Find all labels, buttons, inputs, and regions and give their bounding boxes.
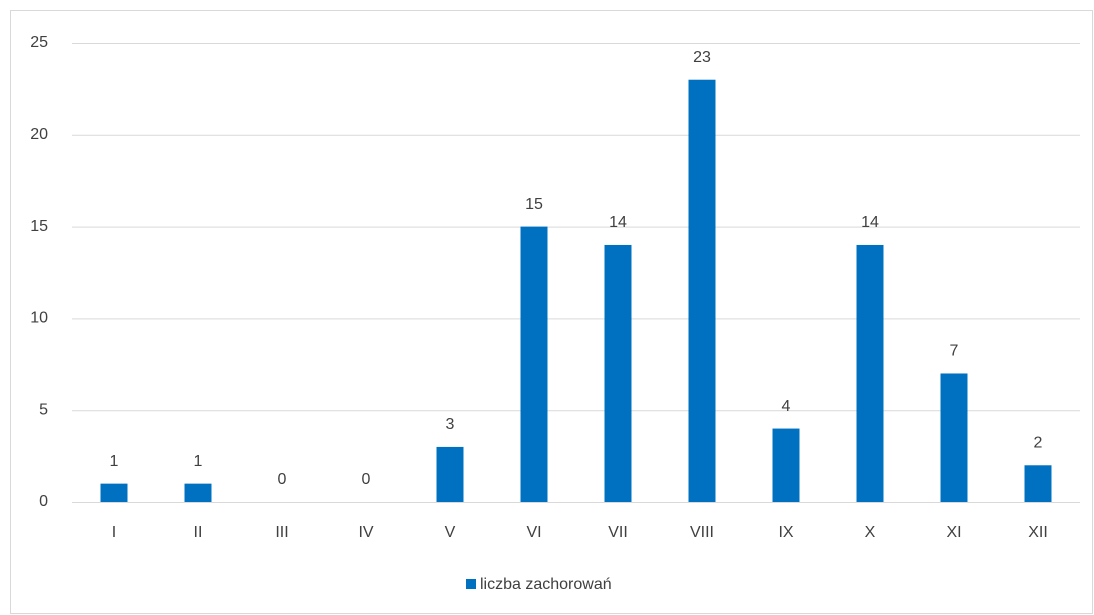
chart-border (10, 10, 1093, 614)
data-label: 15 (525, 196, 543, 213)
data-label: 0 (362, 471, 371, 488)
data-label: 14 (861, 214, 879, 231)
bar (688, 79, 716, 502)
y-tick-label: 15 (30, 218, 48, 235)
data-label: 14 (609, 214, 627, 231)
legend-swatch (466, 579, 476, 589)
data-label: 4 (782, 398, 791, 415)
data-label: 0 (278, 471, 287, 488)
bar (520, 226, 548, 502)
bar (940, 373, 968, 502)
x-tick-label: VI (526, 524, 541, 541)
bar (856, 244, 884, 502)
x-tick-label: IX (778, 524, 793, 541)
y-tick-label: 20 (30, 126, 48, 143)
y-tick-label: 10 (30, 310, 48, 327)
data-label: 1 (110, 453, 119, 470)
bar (1024, 465, 1052, 502)
data-label: 2 (1034, 434, 1043, 451)
x-tick-label: XII (1028, 524, 1048, 541)
x-tick-label: X (865, 524, 876, 541)
data-label: 3 (446, 416, 455, 433)
y-tick-label: 0 (39, 493, 48, 510)
y-tick-label: 25 (30, 34, 48, 51)
x-tick-label: V (445, 524, 456, 541)
y-tick-label: 5 (39, 401, 48, 418)
data-label: 7 (950, 343, 959, 360)
data-label: 1 (194, 453, 203, 470)
x-tick-label: I (112, 524, 116, 541)
bar (100, 483, 128, 502)
x-tick-label: IV (358, 524, 373, 541)
bar (436, 446, 464, 502)
legend-label: liczba zachorowań (480, 576, 612, 593)
x-tick-label: XI (946, 524, 961, 541)
x-tick-label: II (194, 524, 203, 541)
x-tick-label: VII (608, 524, 628, 541)
bar (772, 428, 800, 502)
bar (604, 244, 632, 502)
x-tick-label: III (275, 524, 288, 541)
data-label: 23 (693, 49, 711, 66)
x-tick-label: VIII (690, 524, 714, 541)
bar (184, 483, 212, 502)
